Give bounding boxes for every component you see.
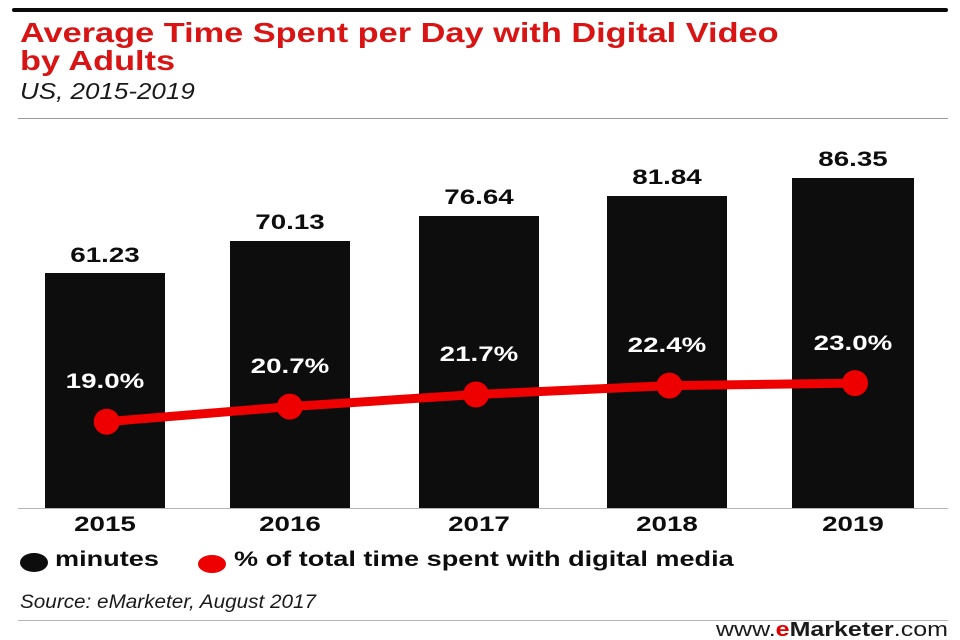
svg-text:.com: .com xyxy=(894,619,948,640)
svg-text:eMarketer: e Marketer xyxy=(776,619,894,640)
svg-text:www.: www. xyxy=(715,619,776,640)
